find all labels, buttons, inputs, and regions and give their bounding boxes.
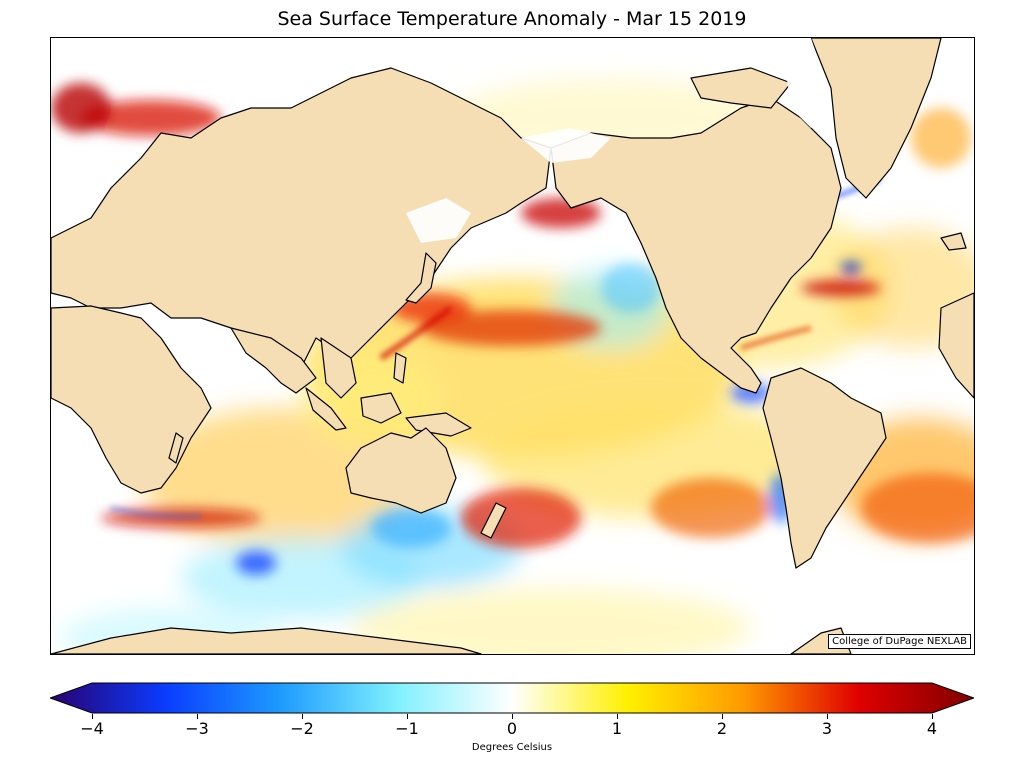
colorbar-tick-mark <box>932 714 933 719</box>
colorbar-tick-mark <box>827 714 828 719</box>
colorbar-tick-mark <box>302 714 303 719</box>
colorbar-tick-label: 0 <box>506 719 518 738</box>
colorbar-tick-mark <box>92 714 93 719</box>
sst-anomaly-map: College of DuPage NEXLAB <box>50 37 975 655</box>
landmass-newzealand <box>480 502 507 539</box>
anomaly-fields-strong <box>51 83 974 575</box>
landmass-iceland <box>940 232 967 251</box>
colorbar-tick-label: −3 <box>185 719 209 738</box>
landmass-borneo <box>360 392 402 424</box>
colorbar-tick-label: 2 <box>716 719 728 738</box>
landmass-africa-east-edge <box>938 292 974 399</box>
colorbar-tick-label: 3 <box>821 719 833 738</box>
colorbar-tick-label: −2 <box>290 719 314 738</box>
credit-label: College of DuPage NEXLAB <box>828 634 971 649</box>
map-svg <box>51 38 974 654</box>
colorbar-tick-mark <box>722 714 723 719</box>
colorbar-tick-mark <box>512 714 513 719</box>
sea-ice <box>406 38 831 243</box>
landmass-indochina <box>320 337 357 399</box>
colorbar-tick-mark <box>617 714 618 719</box>
colorbar-label: Degrees Celsius <box>471 742 553 753</box>
landmass-greenland <box>810 38 942 199</box>
land <box>51 38 974 654</box>
colorbar-tick-label: −4 <box>80 719 104 738</box>
landmass-india <box>230 327 317 394</box>
colorbar-tick-label: −1 <box>395 719 419 738</box>
landmass-madagascar <box>168 432 184 464</box>
landmass-sumatra <box>305 387 347 431</box>
chart-title: Sea Surface Temperature Anomaly - Mar 15… <box>277 8 747 30</box>
landmass-antarctica <box>51 627 482 654</box>
landmass-japan <box>405 252 437 304</box>
landmass-eurasia <box>51 67 552 379</box>
landmass-northamerica <box>550 97 842 394</box>
landmass-arctic-islands <box>690 67 792 109</box>
colorbar-tick-label: 1 <box>611 719 623 738</box>
colorbar-tick-label: 4 <box>926 719 938 738</box>
colorbar-tick-mark <box>407 714 408 719</box>
landmass-philippines <box>393 352 407 384</box>
landmass-australia <box>345 427 457 514</box>
colorbar-body <box>50 682 974 714</box>
colorbar-tick-mark <box>197 714 198 719</box>
colorbar <box>50 682 974 714</box>
landmass-southamerica <box>762 367 887 569</box>
landmass-africa <box>51 305 212 494</box>
